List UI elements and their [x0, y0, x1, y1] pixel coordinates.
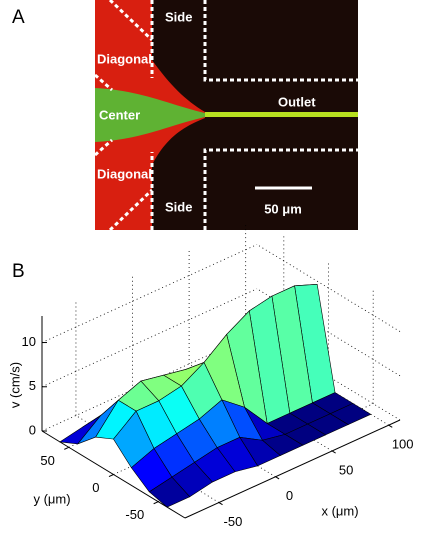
- x-tick-label: 100: [392, 437, 414, 452]
- region-label: Diagonal: [97, 51, 152, 66]
- y-tick-label: -50: [125, 507, 144, 522]
- grid-line: [41, 244, 258, 343]
- z-tick-label: 0: [29, 422, 36, 437]
- x-tick-label: 0: [286, 488, 293, 503]
- tick-mark: [218, 502, 223, 506]
- tick-mark: [108, 474, 114, 478]
- tick-mark: [64, 446, 70, 450]
- scale-bar-label: 50 μm: [264, 201, 302, 216]
- x-tick-label: 50: [339, 462, 353, 477]
- surface-patch: [148, 476, 191, 508]
- tick-mark: [153, 501, 159, 505]
- tick-mark: [331, 450, 336, 454]
- x-axis-label: x (μm): [321, 503, 358, 518]
- region-label: Side: [165, 199, 192, 214]
- axis-line: [184, 419, 401, 519]
- region-label: Diagonal: [97, 166, 152, 181]
- z-tick-label: 5: [29, 378, 36, 393]
- region-label: Center: [99, 107, 140, 122]
- z-axis-label: v (cm/s): [7, 362, 22, 408]
- panel-label: A: [12, 7, 25, 28]
- micrograph: Side Side Diagonal Diagonal Center Outle…: [94, 0, 358, 232]
- z-tick-label: 10: [22, 334, 36, 349]
- region-label: Side: [165, 9, 192, 24]
- y-tick-label: 0: [92, 480, 99, 495]
- y-tick-label: 50: [40, 453, 54, 468]
- x-tick-label: -50: [224, 514, 243, 529]
- tick-mark: [275, 476, 280, 480]
- region-label: Outlet: [278, 94, 316, 109]
- panel-label: B: [12, 261, 25, 282]
- tick-mark: [388, 424, 393, 428]
- grid-line: [41, 288, 258, 388]
- y-axis-label: y (μm): [33, 491, 70, 506]
